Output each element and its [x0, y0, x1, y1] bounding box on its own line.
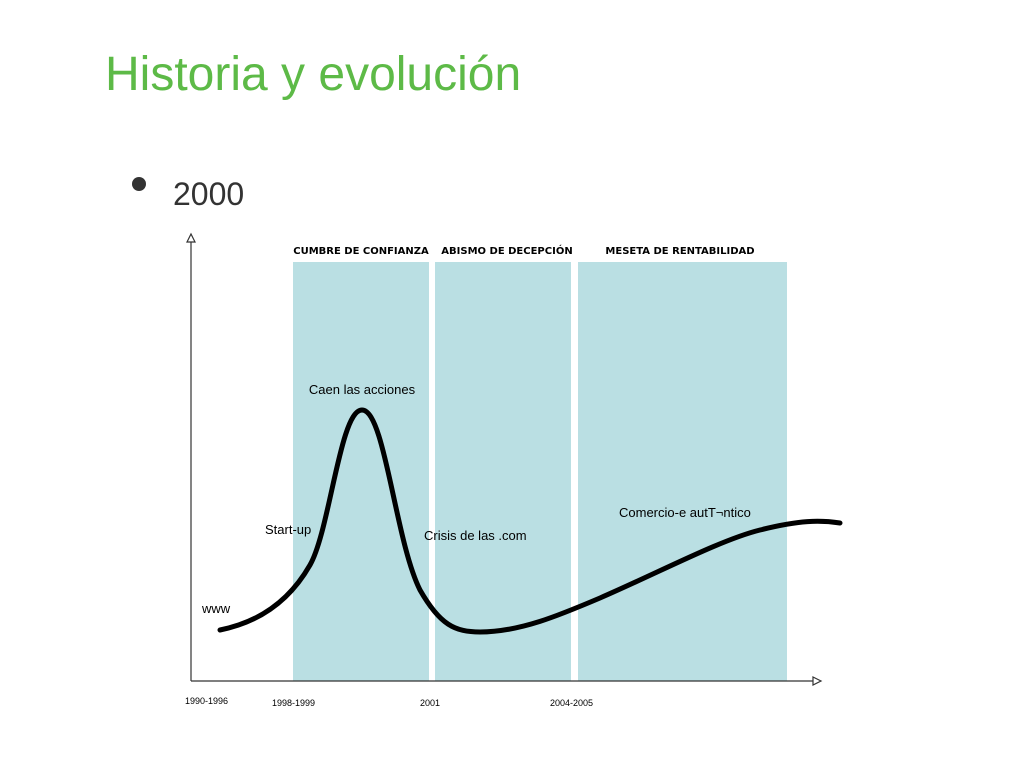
period-label: 2004-2005 — [550, 698, 593, 708]
phase-label: CUMBRE DE CONFIANZA — [293, 246, 429, 257]
annotation: Comercio-e autT¬ntico — [619, 505, 751, 520]
period-label: 1990-1996 — [185, 696, 228, 706]
period-label: 1998-1999 — [272, 698, 315, 708]
bullet-dot — [132, 177, 146, 191]
annotation: Crisis de las .com — [424, 528, 527, 543]
bullet-text: 2000 — [173, 176, 244, 212]
phase-label: MESETA DE RENTABILIDAD — [605, 246, 754, 257]
annotation: www — [201, 601, 231, 616]
hype-curve — [217, 407, 843, 635]
phase-panel — [578, 262, 787, 681]
phase-panel — [293, 262, 429, 681]
annotation: Start-up — [265, 522, 311, 537]
annotation: Caen las acciones — [309, 382, 416, 397]
phase-panel — [435, 262, 571, 681]
period-label: 2001 — [420, 698, 440, 708]
phase-label: ABISMO DE DECEPCIÓN — [441, 244, 572, 257]
axes — [186, 232, 823, 686]
slide-title: Historia y evolución — [105, 48, 521, 101]
